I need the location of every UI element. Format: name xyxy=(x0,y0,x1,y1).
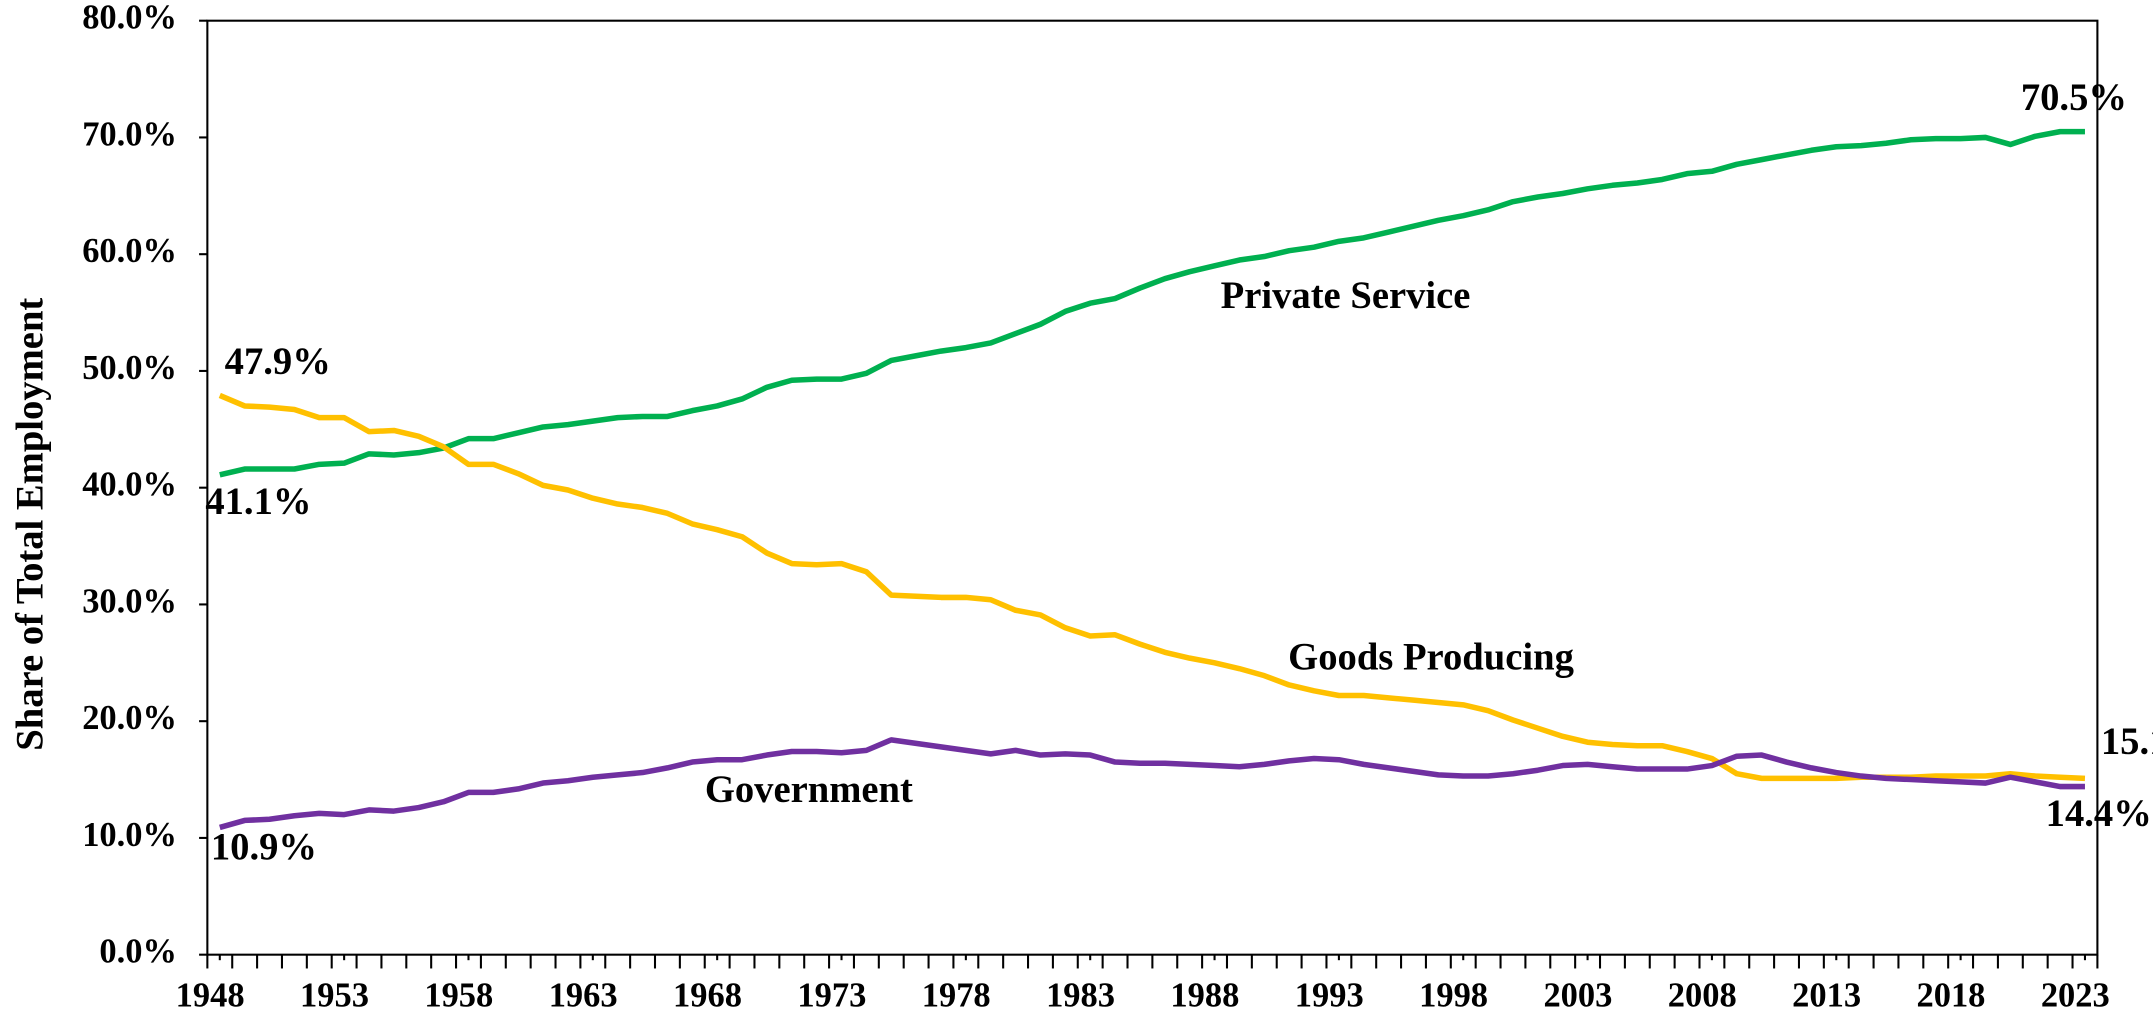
y-tick-label: 20.0% xyxy=(82,699,177,737)
plot-frame xyxy=(206,19,2099,956)
x-tick-label: 2008 xyxy=(1668,977,1737,1014)
x-tick-label: 1958 xyxy=(424,977,493,1014)
x-tick-label: 1993 xyxy=(1295,977,1364,1014)
series-line xyxy=(219,128,2085,478)
x-tick-label: 1978 xyxy=(922,977,991,1014)
y-tick-label: 0.0% xyxy=(99,933,177,971)
data-label: 47.9% xyxy=(225,341,331,383)
data-label: 41.1% xyxy=(205,481,311,523)
y-tick-label: 80.0% xyxy=(82,0,177,37)
data-label: 15.1% xyxy=(2101,721,2153,763)
x-tick-label: 1973 xyxy=(797,977,866,1014)
x-tick-label: 1963 xyxy=(549,977,618,1014)
x-tick-label: 2018 xyxy=(1916,977,1985,1014)
series-line xyxy=(219,737,2085,831)
x-tick-label: 1968 xyxy=(673,977,742,1014)
series-label: Private Service xyxy=(1221,275,1471,317)
x-tick-label: 1983 xyxy=(1046,977,1115,1014)
y-tick-label: 10.0% xyxy=(82,816,177,854)
x-tick-label: 2023 xyxy=(2041,977,2110,1014)
data-label: 70.5% xyxy=(2021,77,2127,119)
y-tick-label: 30.0% xyxy=(82,582,177,620)
x-tick-label: 1988 xyxy=(1170,977,1239,1014)
y-tick-label: 50.0% xyxy=(82,349,177,387)
series-label: Goods Producing xyxy=(1288,637,1574,679)
x-tick-label: 1953 xyxy=(300,977,369,1014)
y-axis-label: Share of Total Employment xyxy=(9,298,51,751)
x-tick-label: 1998 xyxy=(1419,977,1488,1014)
x-tick-label: 2003 xyxy=(1543,977,1612,1014)
series-label: Government xyxy=(705,769,913,811)
x-tick-label: 1948 xyxy=(176,977,245,1014)
data-label: 10.9% xyxy=(211,827,317,869)
y-tick-label: 70.0% xyxy=(82,115,177,153)
y-tick-label: 40.0% xyxy=(82,466,177,504)
y-tick-label: 60.0% xyxy=(82,232,177,270)
data-label: 14.4% xyxy=(2046,793,2152,835)
x-tick-label: 2013 xyxy=(1792,977,1861,1014)
series-line xyxy=(218,392,2086,782)
